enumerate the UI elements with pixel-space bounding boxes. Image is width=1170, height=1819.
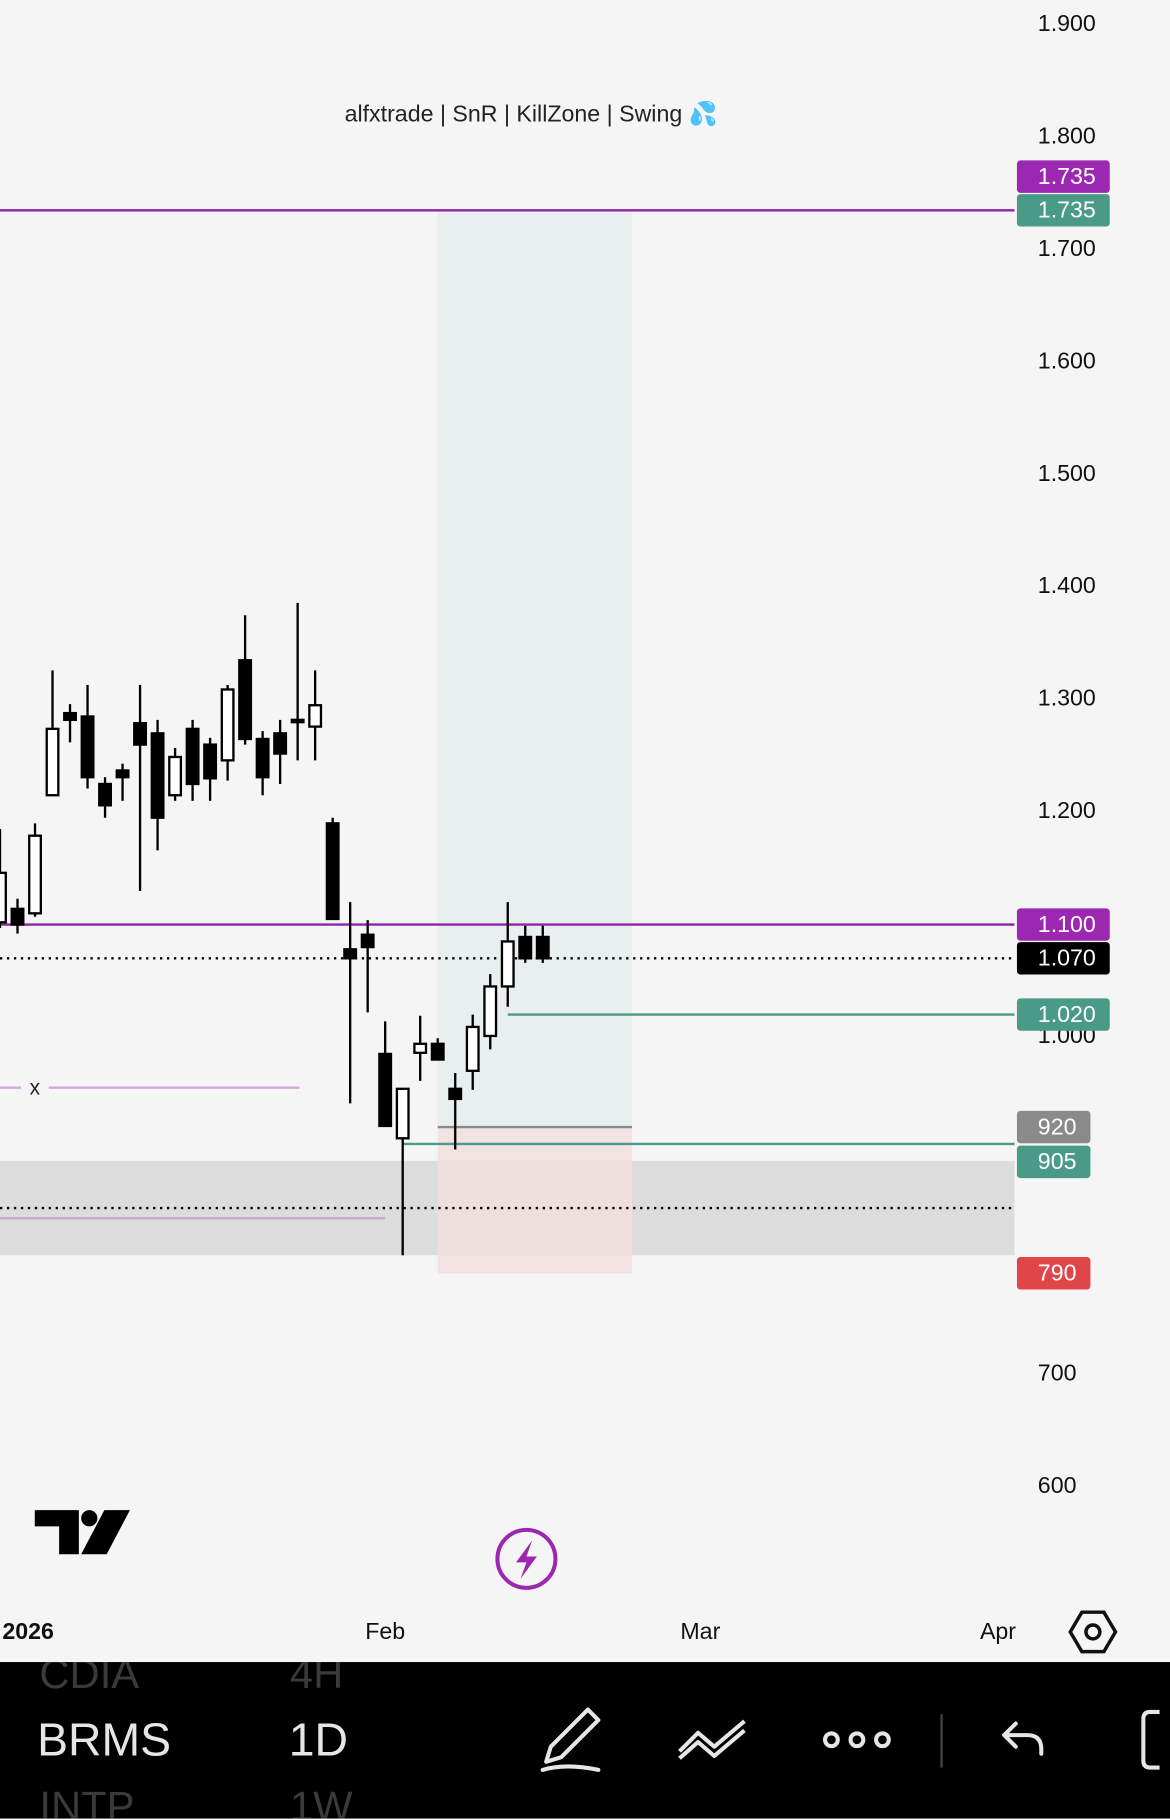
y-tick-label: 1.900 xyxy=(1038,10,1096,36)
price-label: 920 xyxy=(1016,1110,1091,1144)
candle-body xyxy=(10,907,25,926)
candle-body xyxy=(413,1042,428,1054)
lightning-button[interactable] xyxy=(495,1527,558,1590)
price-label-text: 1.070 xyxy=(1038,945,1096,971)
profit-zone xyxy=(437,210,633,1128)
chart-title: alfxtrade | SnR | KillZone | Swing 💦 xyxy=(345,98,718,127)
candle-body xyxy=(448,1087,463,1101)
toolbar: CDIA BRMS INTP 4H 1D 1W xyxy=(0,1650,1170,1819)
candle-body xyxy=(290,718,305,724)
y-tick-label: 1.800 xyxy=(1038,122,1096,148)
candle-body xyxy=(220,688,235,762)
price-label: 1.735 xyxy=(1016,194,1110,227)
candle-body xyxy=(238,659,253,741)
candle-body xyxy=(465,1025,480,1072)
candle-body xyxy=(273,732,288,755)
price-label-text: 920 xyxy=(1038,1113,1077,1139)
settings-button[interactable] xyxy=(1068,1610,1118,1654)
y-tick-label: 1.200 xyxy=(1038,797,1096,823)
price-label: 1.735 xyxy=(1016,160,1110,193)
price-label-box xyxy=(1016,942,1110,975)
more-button[interactable] xyxy=(823,1731,891,1749)
y-tick-label: 1.300 xyxy=(1038,685,1096,711)
candle-body xyxy=(430,1042,445,1061)
price-axis: 1.900 1.800 1.700 1.600 1.500 1.400 1.300 1.200… xyxy=(1016,10,1110,1498)
candle-body xyxy=(518,935,533,960)
y-tick-label: 1.400 xyxy=(1038,572,1096,598)
price-label-text: 1.735 xyxy=(1038,163,1096,189)
toolbar-bg xyxy=(0,1662,1170,1819)
price-label-text: 1.735 xyxy=(1038,197,1096,223)
candle-body xyxy=(45,727,60,797)
price-label-text: 1.100 xyxy=(1038,911,1096,937)
candle-body xyxy=(483,985,498,1038)
candle-body xyxy=(395,1087,410,1140)
candle-body xyxy=(378,1052,393,1128)
price-label-box xyxy=(1016,908,1110,941)
candle-body xyxy=(63,711,77,722)
candle-body xyxy=(115,769,130,779)
price-label-box xyxy=(1016,1145,1091,1179)
price-label-text: 905 xyxy=(1038,1148,1077,1174)
plot-area: x xyxy=(0,209,1015,1274)
symbol[interactable]: BRMS xyxy=(37,1713,171,1765)
candle-body xyxy=(98,782,113,807)
level-text: x xyxy=(30,1076,41,1099)
undo-button[interactable] xyxy=(1002,1721,1044,1756)
y-tick-label: 1.700 xyxy=(1038,235,1096,261)
fullscreen-button[interactable] xyxy=(1141,1709,1160,1770)
interval-option[interactable]: 1W xyxy=(290,1782,353,1819)
price-label: 790 xyxy=(1016,1257,1091,1290)
price-label-text: 1.020 xyxy=(1038,1001,1096,1027)
candle-body xyxy=(150,732,165,819)
x-tick-label: Feb xyxy=(365,1618,405,1644)
price-label: 1.100 xyxy=(1016,908,1110,941)
price-label: 1.070 xyxy=(1016,942,1110,975)
x-tick-label: Apr xyxy=(980,1618,1016,1644)
interval-option[interactable]: 4H xyxy=(290,1650,343,1697)
price-label-box xyxy=(1016,998,1110,1031)
candle-body xyxy=(168,755,183,797)
interval[interactable]: 1D xyxy=(289,1713,348,1765)
candle-body xyxy=(0,871,7,924)
y-tick-label: 600 xyxy=(1038,1472,1077,1498)
price-label: 905 xyxy=(1016,1145,1091,1179)
symbol-option[interactable]: INTP xyxy=(39,1782,134,1819)
candle-body xyxy=(360,933,375,949)
price-label-box xyxy=(1016,160,1110,193)
price-label-text: 790 xyxy=(1038,1260,1077,1286)
x-tick-label: Mar xyxy=(680,1618,720,1644)
candle-body xyxy=(203,743,218,780)
draw-button[interactable] xyxy=(540,1707,601,1772)
time-axis: 2026 Feb Mar Apr xyxy=(2,1618,1016,1644)
candle-body xyxy=(28,834,42,915)
candle-body xyxy=(255,737,270,779)
level-text-bg xyxy=(20,1076,49,1100)
price-label-box xyxy=(1016,194,1110,227)
price-label-box xyxy=(1016,1110,1091,1144)
candle-body xyxy=(185,727,200,786)
candle-body xyxy=(133,722,148,746)
trendline-button[interactable] xyxy=(678,1719,746,1760)
candle-body xyxy=(308,704,323,728)
candle-body xyxy=(343,948,358,960)
price-label: 1.020 xyxy=(1016,998,1110,1031)
y-tick-label: 700 xyxy=(1038,1360,1077,1386)
candle-body xyxy=(325,822,340,921)
y-tick-label: 1.500 xyxy=(1038,460,1096,486)
candle-body xyxy=(80,715,95,779)
price-label-box xyxy=(1016,1257,1091,1290)
candle-body xyxy=(500,940,515,988)
y-tick-label: 1.600 xyxy=(1038,347,1096,373)
tradingview-logo xyxy=(34,1510,130,1555)
x-tick-label: 2026 xyxy=(2,1618,54,1644)
loss-zone xyxy=(437,1127,633,1274)
symbol-option[interactable]: CDIA xyxy=(39,1650,139,1697)
candle-body xyxy=(535,935,550,960)
